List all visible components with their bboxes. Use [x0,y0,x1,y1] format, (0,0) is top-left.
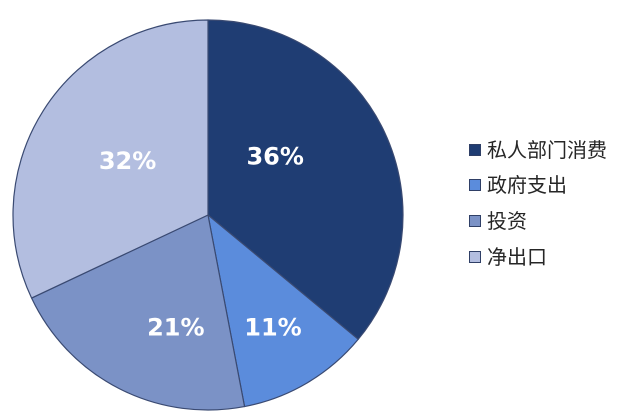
legend-swatch-government-spending [469,179,481,192]
legend: 私人部门消费 政府支出 投资 净出口 [469,132,634,274]
pie-slice-net-exports [12,19,209,299]
legend-label-private-consumption: 私人部门消费 [487,137,607,162]
legend-swatch-private-consumption [469,143,481,156]
legend-swatch-net-exports [469,250,481,263]
data-label-investment: 21% [147,314,204,342]
legend-item-net-exports: 净出口 [469,239,634,275]
legend-item-government-spending: 政府支出 [469,168,634,204]
legend-item-investment: 投资 [469,203,634,239]
legend-label-net-exports: 净出口 [487,244,547,269]
data-label-private-consumption: 36% [246,143,303,171]
pie-data-labels: 36% 11% 21% 32% [99,143,304,342]
pie-slice-investment [30,214,246,411]
legend-swatch-investment [469,214,481,227]
data-label-net-exports: 32% [99,147,156,175]
pie-slice-government-spending [207,214,359,408]
pie-slices [12,19,404,411]
pie-slice-private-consumption [207,19,404,340]
legend-item-private-consumption: 私人部门消费 [469,132,634,168]
legend-label-government-spending: 政府支出 [487,173,567,198]
legend-label-investment: 投资 [487,208,527,233]
data-label-government-spending: 11% [244,314,301,342]
